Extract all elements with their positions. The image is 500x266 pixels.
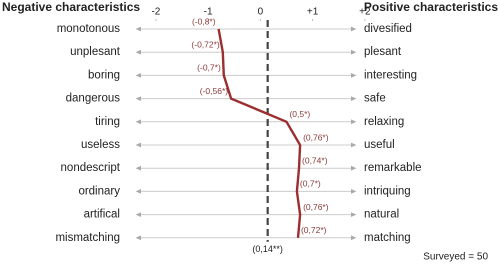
x-tick-label: 0 bbox=[258, 7, 264, 18]
left-label: boring bbox=[88, 69, 120, 81]
left-label: ordinary bbox=[78, 185, 120, 197]
x-tick-label: -1 bbox=[204, 7, 213, 18]
right-label: matching bbox=[364, 232, 411, 244]
profile-line bbox=[217, 28, 302, 238]
right-label: relaxing bbox=[364, 116, 404, 128]
left-label: nondescript bbox=[61, 162, 121, 174]
value-label: (0,74*) bbox=[302, 155, 328, 165]
right-label: interesting bbox=[364, 69, 417, 81]
right-heading: Positive characteristics bbox=[364, 0, 498, 14]
x-tick-label: +2 bbox=[359, 7, 371, 18]
left-heading: Negative characteristics bbox=[2, 0, 140, 14]
right-label: plesant bbox=[364, 46, 402, 58]
right-label: remarkable bbox=[364, 162, 422, 174]
value-label: (-0,56*) bbox=[200, 86, 229, 96]
right-label: useful bbox=[364, 139, 395, 151]
right-label: intriquing bbox=[364, 185, 411, 197]
x-tick-label: -2 bbox=[151, 7, 160, 18]
value-label: (-0,72*) bbox=[191, 39, 220, 49]
value-label: (0,72*) bbox=[301, 225, 327, 235]
value-label: (0,76*) bbox=[303, 202, 329, 212]
value-label: (-0,7*) bbox=[197, 63, 221, 73]
left-label: dangerous bbox=[66, 93, 121, 105]
left-label: artifical bbox=[84, 209, 120, 221]
value-label: (0,5*) bbox=[289, 109, 310, 119]
left-label: monotonous bbox=[57, 23, 121, 35]
right-label: natural bbox=[364, 209, 399, 221]
left-label: useless bbox=[81, 139, 120, 151]
left-label: tiring bbox=[95, 116, 120, 128]
left-label: unplesant bbox=[70, 46, 121, 58]
value-label: (-0,8*) bbox=[192, 16, 216, 26]
x-tick-label: +1 bbox=[307, 7, 319, 18]
value-label: (0,76*) bbox=[303, 132, 329, 142]
left-label: mismatching bbox=[55, 232, 120, 244]
right-label: divesified bbox=[364, 23, 412, 35]
reference-label: (0,14**) bbox=[252, 244, 283, 254]
note: Surveyed = 50 bbox=[423, 252, 488, 263]
value-label: (0,7*) bbox=[300, 179, 321, 189]
right-label: safe bbox=[364, 93, 386, 105]
